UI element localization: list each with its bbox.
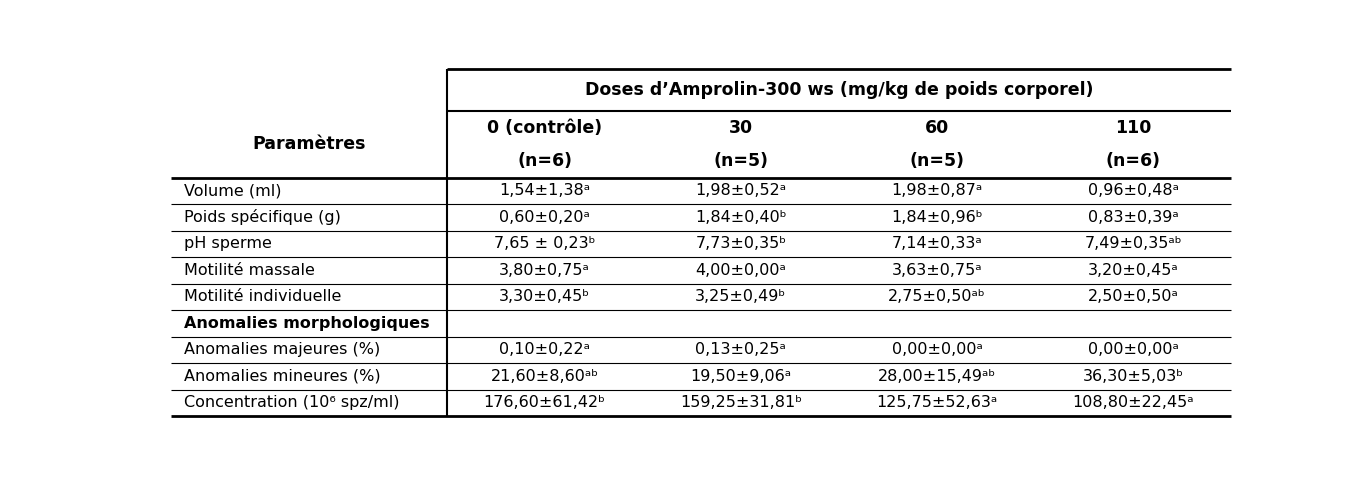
Text: (n=5): (n=5) <box>713 152 769 170</box>
Text: 0,60±0,20ᵃ: 0,60±0,20ᵃ <box>499 210 590 225</box>
Text: 0,13±0,25ᵃ: 0,13±0,25ᵃ <box>695 342 787 358</box>
Text: 3,63±0,75ᵃ: 3,63±0,75ᵃ <box>892 263 982 278</box>
Text: Poids spécifique (g): Poids spécifique (g) <box>183 209 341 226</box>
Text: Concentration (10⁶ spz/ml): Concentration (10⁶ spz/ml) <box>183 396 399 410</box>
Text: 159,25±31,81ᵇ: 159,25±31,81ᵇ <box>680 396 802 410</box>
Text: 30: 30 <box>729 119 752 137</box>
Text: 21,60±8,60ᵃᵇ: 21,60±8,60ᵃᵇ <box>491 369 599 384</box>
Text: 1,54±1,38ᵃ: 1,54±1,38ᵃ <box>499 183 590 198</box>
Text: 110: 110 <box>1115 119 1152 137</box>
Text: 125,75±52,63ᵃ: 125,75±52,63ᵃ <box>877 396 997 410</box>
Text: pH sperme: pH sperme <box>183 237 272 252</box>
Text: 108,80±22,45ᵃ: 108,80±22,45ᵃ <box>1073 396 1194 410</box>
Text: 0,96±0,48ᵃ: 0,96±0,48ᵃ <box>1088 183 1179 198</box>
Text: 3,30±0,45ᵇ: 3,30±0,45ᵇ <box>499 289 590 304</box>
Text: 1,98±0,52ᵃ: 1,98±0,52ᵃ <box>695 183 787 198</box>
Text: Paramètres: Paramètres <box>252 135 365 154</box>
Text: 60: 60 <box>925 119 949 137</box>
Text: Volume (ml): Volume (ml) <box>183 183 282 198</box>
Text: 0 (contrôle): 0 (contrôle) <box>487 119 602 137</box>
Text: (n=5): (n=5) <box>910 152 964 170</box>
Text: 36,30±5,03ᵇ: 36,30±5,03ᵇ <box>1082 369 1183 384</box>
Text: 0,00±0,00ᵃ: 0,00±0,00ᵃ <box>892 342 982 358</box>
Text: 3,80±0,75ᵃ: 3,80±0,75ᵃ <box>499 263 590 278</box>
Text: 7,73±0,35ᵇ: 7,73±0,35ᵇ <box>695 237 787 252</box>
Text: Anomalies mineures (%): Anomalies mineures (%) <box>183 369 380 384</box>
Text: Motilité individuelle: Motilité individuelle <box>183 289 341 304</box>
Text: 0,00±0,00ᵃ: 0,00±0,00ᵃ <box>1088 342 1179 358</box>
Text: 2,50±0,50ᵃ: 2,50±0,50ᵃ <box>1088 289 1179 304</box>
Text: Doses d’Amprolin-300 ws (mg/kg de poids corporel): Doses d’Amprolin-300 ws (mg/kg de poids … <box>584 81 1093 99</box>
Text: 7,49±0,35ᵃᵇ: 7,49±0,35ᵃᵇ <box>1085 237 1182 252</box>
Text: 7,65 ± 0,23ᵇ: 7,65 ± 0,23ᵇ <box>494 237 595 252</box>
Text: Anomalies majeures (%): Anomalies majeures (%) <box>183 342 380 358</box>
Text: 28,00±15,49ᵃᵇ: 28,00±15,49ᵃᵇ <box>878 369 996 384</box>
Text: 1,98±0,87ᵃ: 1,98±0,87ᵃ <box>892 183 982 198</box>
Text: 7,14±0,33ᵃ: 7,14±0,33ᵃ <box>892 237 982 252</box>
Text: 176,60±61,42ᵇ: 176,60±61,42ᵇ <box>484 396 606 410</box>
Text: 1,84±0,96ᵇ: 1,84±0,96ᵇ <box>891 210 982 225</box>
Text: (n=6): (n=6) <box>1105 152 1160 170</box>
Text: Motilité massale: Motilité massale <box>183 263 315 278</box>
Text: 3,25±0,49ᵇ: 3,25±0,49ᵇ <box>695 289 787 304</box>
Text: 3,20±0,45ᵃ: 3,20±0,45ᵃ <box>1088 263 1178 278</box>
Text: 4,00±0,00ᵃ: 4,00±0,00ᵃ <box>695 263 787 278</box>
Text: 0,83±0,39ᵃ: 0,83±0,39ᵃ <box>1088 210 1178 225</box>
Text: Anomalies morphologiques: Anomalies morphologiques <box>183 316 430 331</box>
Text: 19,50±9,06ᵃ: 19,50±9,06ᵃ <box>691 369 792 384</box>
Text: 0,10±0,22ᵃ: 0,10±0,22ᵃ <box>499 342 590 358</box>
Text: 2,75±0,50ᵃᵇ: 2,75±0,50ᵃᵇ <box>888 289 986 304</box>
Text: 1,84±0,40ᵇ: 1,84±0,40ᵇ <box>695 210 787 225</box>
Text: (n=6): (n=6) <box>517 152 572 170</box>
